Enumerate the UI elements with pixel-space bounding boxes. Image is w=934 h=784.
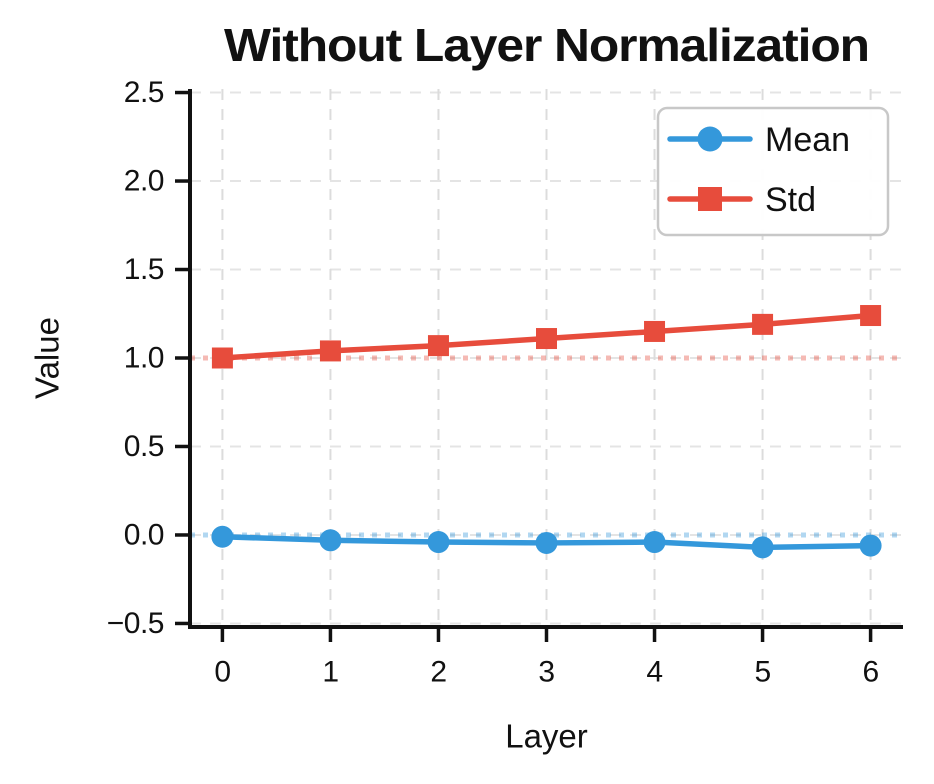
data-point-std-0 [211,347,233,369]
data-point-std-5 [752,313,774,335]
data-point-mean-3 [535,531,558,554]
data-point-std-4 [644,320,666,342]
y-tick-label-6: 2.5 [124,76,164,109]
data-point-mean-6 [859,534,882,557]
data-point-std-1 [319,340,341,362]
y-tick-label-2: 0.5 [124,430,164,463]
data-point-mean-1 [319,529,342,552]
y-tick-label-0: −0.5 [107,607,164,640]
legend-label-std: Std [765,181,816,219]
x-tick-label-2: 2 [430,656,446,689]
data-point-mean-5 [751,536,774,559]
y-tick-label-1: 0.0 [124,518,164,551]
chart-title: Without Layer Normalization [224,19,869,71]
legend-label-mean: Mean [765,121,850,159]
y-axis-label: Value [29,317,66,399]
data-point-mean-4 [643,531,666,554]
data-point-mean-2 [427,531,450,554]
y-tick-label-3: 1.0 [124,342,164,375]
data-point-mean-0 [211,525,234,548]
x-tick-label-6: 6 [862,656,878,689]
y-tick-label-5: 2.0 [124,165,164,198]
y-tick-label-4: 1.5 [124,253,164,286]
data-point-std-2 [427,335,449,357]
x-tick-label-3: 3 [538,656,554,689]
data-point-std-6 [860,305,882,327]
legend-marker-mean [697,126,723,152]
legend-marker-std [698,187,722,211]
x-tick-label-1: 1 [322,656,338,689]
x-tick-label-5: 5 [754,656,770,689]
x-axis-label: Layer [505,718,588,755]
x-tick-label-0: 0 [214,656,230,689]
x-tick-label-4: 4 [646,656,662,689]
data-point-std-3 [536,328,557,350]
